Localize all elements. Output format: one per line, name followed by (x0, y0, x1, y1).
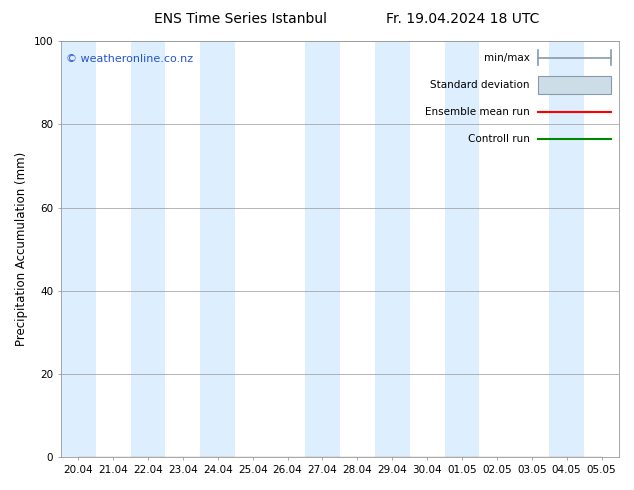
FancyBboxPatch shape (538, 75, 611, 94)
Bar (375, 41, 410, 457)
Y-axis label: Precipitation Accumulation (mm): Precipitation Accumulation (mm) (15, 152, 28, 346)
Bar (200, 41, 235, 457)
Bar (444, 41, 479, 457)
Text: Controll run: Controll run (468, 134, 529, 144)
Text: Standard deviation: Standard deviation (430, 80, 529, 90)
Text: min/max: min/max (484, 53, 529, 63)
Bar (61, 41, 96, 457)
Bar (549, 41, 584, 457)
Bar (131, 41, 165, 457)
Text: ENS Time Series Istanbul: ENS Time Series Istanbul (155, 12, 327, 26)
Bar (305, 41, 340, 457)
Text: Fr. 19.04.2024 18 UTC: Fr. 19.04.2024 18 UTC (386, 12, 540, 26)
Text: © weatheronline.co.nz: © weatheronline.co.nz (67, 53, 193, 64)
Text: Ensemble mean run: Ensemble mean run (425, 107, 529, 117)
